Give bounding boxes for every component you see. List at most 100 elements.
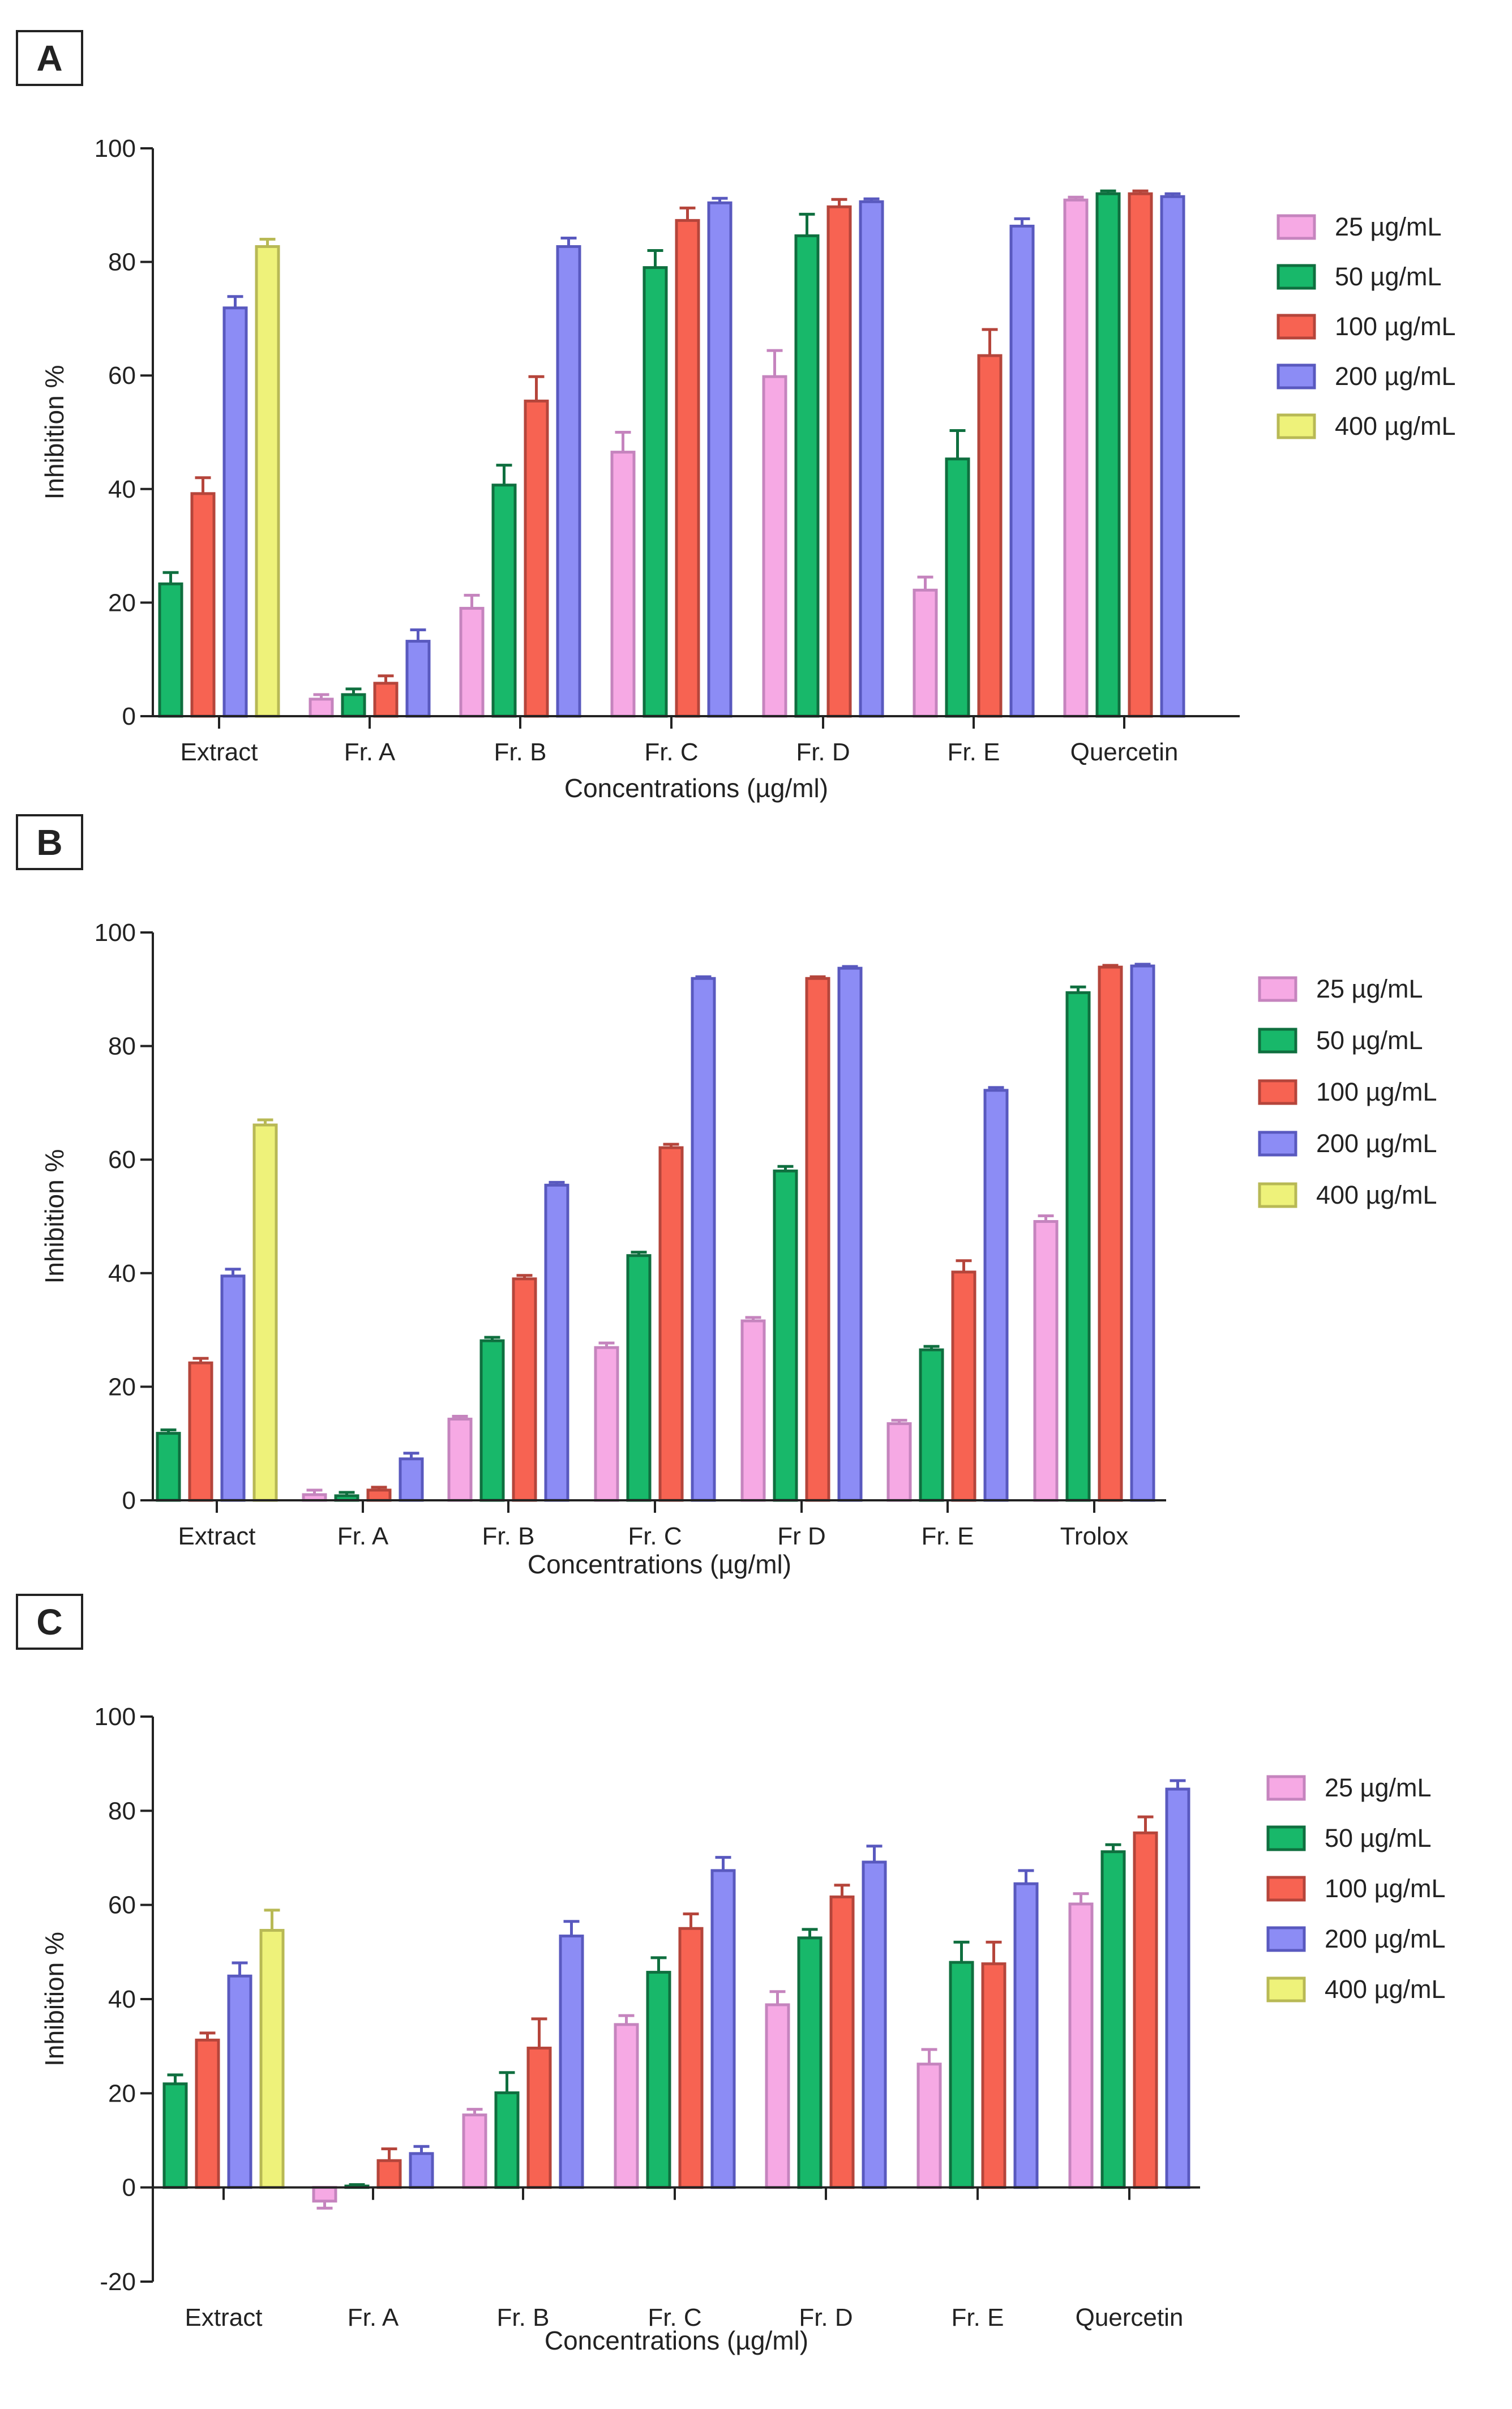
bar-c-fr-a-200-ug-ml xyxy=(409,2152,434,2189)
bar-b-fr-b-200-ug-ml xyxy=(544,1183,569,1502)
bar-a-quercetin-25-ug-ml xyxy=(1063,198,1089,718)
legend-swatch-b-200-ug-ml xyxy=(1258,1131,1297,1157)
bar-a-fr-a-50-ug-ml xyxy=(341,693,366,718)
bar-a-fr-d-25-ug-ml xyxy=(762,375,787,718)
bar-b-trolox-25-ug-ml xyxy=(1033,1220,1059,1502)
bar-c-quercetin-200-ug-ml xyxy=(1165,1787,1190,2189)
bar-c-fr-d-200-ug-ml xyxy=(862,1860,887,2189)
legend-c: 25 µg/mL 50 µg/mL 100 µg/mL 200 µg/mL 400 µg… xyxy=(1266,1773,1446,2004)
legend-label-a-200-ug-ml: 200 µg/mL xyxy=(1335,362,1456,391)
y-tick-label-c-4: 60 xyxy=(108,1892,136,1919)
y-tick-label-b-5: 100 xyxy=(95,919,136,947)
x-tick-label-b-fr-b: Fr. B xyxy=(482,1522,535,1550)
bar-a-fr-b-200-ug-ml xyxy=(556,245,581,718)
legend-swatch-a-100-ug-ml xyxy=(1277,314,1316,340)
bar-b-trolox-200-ug-ml xyxy=(1130,964,1155,1502)
y-tick-label-c-3: 40 xyxy=(108,1986,136,2013)
x-tick-label-b-fr-e: Fr. E xyxy=(922,1522,974,1550)
legend-label-b-200-ug-ml: 200 µg/mL xyxy=(1316,1129,1437,1158)
bar-a-extract-200-ug-ml xyxy=(222,306,248,718)
y-tick-label-c-2: 20 xyxy=(108,2079,136,2107)
x-tick-label-c-fr-e: Fr. E xyxy=(952,2304,1004,2331)
x-tick-label-c-fr-b: Fr. B xyxy=(497,2304,550,2331)
bar-c-fr-b-50-ug-ml xyxy=(494,2091,520,2189)
legend-b: 25 µg/mL 50 µg/mL 100 µg/mL 200 µg/mL 400 µg… xyxy=(1258,974,1437,1209)
legend-swatch-b-400-ug-ml xyxy=(1258,1182,1297,1208)
legend-label-b-100-ug-ml: 100 µg/mL xyxy=(1316,1077,1437,1106)
legend-label-a-100-ug-ml: 100 µg/mL xyxy=(1335,312,1456,341)
bar-a-fr-c-100-ug-ml xyxy=(675,219,700,718)
legend-label-a-50-ug-ml: 50 µg/mL xyxy=(1335,262,1442,291)
bar-a-fr-a-200-ug-ml xyxy=(405,640,431,718)
x-tick-label-b-extract: Extract xyxy=(178,1522,256,1550)
legend-swatch-a-400-ug-ml xyxy=(1277,413,1316,439)
bar-b-fr-e-25-ug-ml xyxy=(886,1422,912,1502)
bar-b-fr-c-100-ug-ml xyxy=(658,1146,684,1502)
bar-c-fr-a-25-ug-ml xyxy=(312,2186,337,2203)
bar-a-fr-a-25-ug-ml xyxy=(309,698,334,718)
legend-a: 25 µg/mL 50 µg/mL 100 µg/mL 200 µg/mL 400 µg… xyxy=(1277,212,1456,440)
bar-c-extract-100-ug-ml xyxy=(195,2038,220,2189)
bar-c-fr-c-25-ug-ml xyxy=(614,2023,639,2189)
legend-label-a-400-ug-ml: 400 µg/mL xyxy=(1335,412,1456,440)
legend-swatch-c-25-ug-ml xyxy=(1266,1775,1306,1801)
bar-c-fr-c-50-ug-ml xyxy=(646,1971,671,2189)
panel-a-label: A xyxy=(36,38,62,79)
bar-a-fr-c-50-ug-ml xyxy=(643,266,668,718)
bar-a-fr-d-100-ug-ml xyxy=(826,205,852,718)
legend-swatch-a-50-ug-ml xyxy=(1277,264,1316,290)
legend-label-b-50-ug-ml: 50 µg/mL xyxy=(1316,1026,1423,1055)
bar-c-fr-e-200-ug-ml xyxy=(1013,1882,1039,2189)
bar-a-fr-d-200-ug-ml xyxy=(859,200,884,718)
bar-c-fr-c-200-ug-ml xyxy=(710,1869,736,2189)
bar-b-fr-d-50-ug-ml xyxy=(773,1169,798,1502)
bar-c-fr-a-100-ug-ml xyxy=(376,2159,402,2189)
panel-b-label: B xyxy=(36,822,62,863)
x-axis-title-a: Concentrations (µg/ml) xyxy=(564,773,828,803)
legend-label-c-200-ug-ml: 200 µg/mL xyxy=(1325,1924,1446,1953)
bar-c-extract-50-ug-ml xyxy=(162,2082,188,2189)
bar-a-fr-b-50-ug-ml xyxy=(491,483,517,718)
legend-label-c-50-ug-ml: 50 µg/mL xyxy=(1325,1824,1432,1852)
bar-b-trolox-50-ug-ml xyxy=(1065,991,1091,1502)
bar-a-fr-b-25-ug-ml xyxy=(459,606,485,718)
bar-a-fr-d-50-ug-ml xyxy=(794,234,820,718)
y-tick-label-c-5: 80 xyxy=(108,1797,136,1825)
legend-label-c-25-ug-ml: 25 µg/mL xyxy=(1325,1773,1432,1802)
x-tick-label-c-quercetin: Quercetin xyxy=(1076,2304,1184,2331)
legend-swatch-c-50-ug-ml xyxy=(1266,1825,1306,1851)
panel-b: B 0 20 40 60 80 100 Extract Fr. A Fr. B Fr. C Fr D F… xyxy=(16,814,1437,1579)
bar-c-quercetin-100-ug-ml xyxy=(1133,1831,1158,2189)
legend-swatch-a-25-ug-ml xyxy=(1277,214,1316,240)
bar-a-fr-b-100-ug-ml xyxy=(524,399,549,718)
legend-swatch-c-400-ug-ml xyxy=(1266,1976,1306,2002)
bar-a-fr-c-200-ug-ml xyxy=(707,201,733,718)
y-tick-label-b-4: 80 xyxy=(108,1033,136,1060)
y-tick-label-b-0: 0 xyxy=(122,1487,136,1514)
x-tick-label-b-fr-d: Fr D xyxy=(777,1522,826,1550)
x-tick-label-a-fr-b: Fr. B xyxy=(494,738,547,766)
bar-b-fr-a-200-ug-ml xyxy=(399,1457,424,1502)
bar-b-extract-50-ug-ml xyxy=(156,1432,181,1502)
legend-label-c-100-ug-ml: 100 µg/mL xyxy=(1325,1874,1446,1903)
panel-c: C -20 0 20 40 60 80 100 Extract Fr. A Fr. B Fr. C Fr… xyxy=(16,1594,1446,2355)
panel-c-label-box xyxy=(16,1594,83,1650)
x-tick-label-a-fr-e: Fr. E xyxy=(948,738,1000,766)
x-tick-label-a-fr-a: Fr. A xyxy=(344,738,396,766)
bar-b-fr-e-100-ug-ml xyxy=(951,1270,976,1502)
bar-b-fr-a-100-ug-ml xyxy=(366,1488,392,1502)
bar-a-quercetin-100-ug-ml xyxy=(1128,192,1153,718)
bar-c-fr-e-100-ug-ml xyxy=(981,1962,1006,2189)
bar-b-trolox-100-ug-ml xyxy=(1098,965,1123,1502)
panel-c-label: C xyxy=(36,1602,62,1642)
bar-b-fr-d-100-ug-ml xyxy=(805,977,830,1502)
x-tick-label-a-fr-d: Fr. D xyxy=(796,738,850,766)
y-tick-label-b-1: 20 xyxy=(108,1373,136,1401)
bar-c-fr-e-25-ug-ml xyxy=(916,2063,942,2189)
bar-a-fr-a-100-ug-ml xyxy=(373,682,399,718)
y-axis-title-b: Inhibition % xyxy=(40,1149,69,1284)
x-tick-label-a-quercetin: Quercetin xyxy=(1070,738,1179,766)
x-tick-label-a-extract: Extract xyxy=(181,738,258,766)
bar-b-fr-d-200-ug-ml xyxy=(837,966,863,1502)
y-tick-label-c-0: -20 xyxy=(100,2268,136,2296)
